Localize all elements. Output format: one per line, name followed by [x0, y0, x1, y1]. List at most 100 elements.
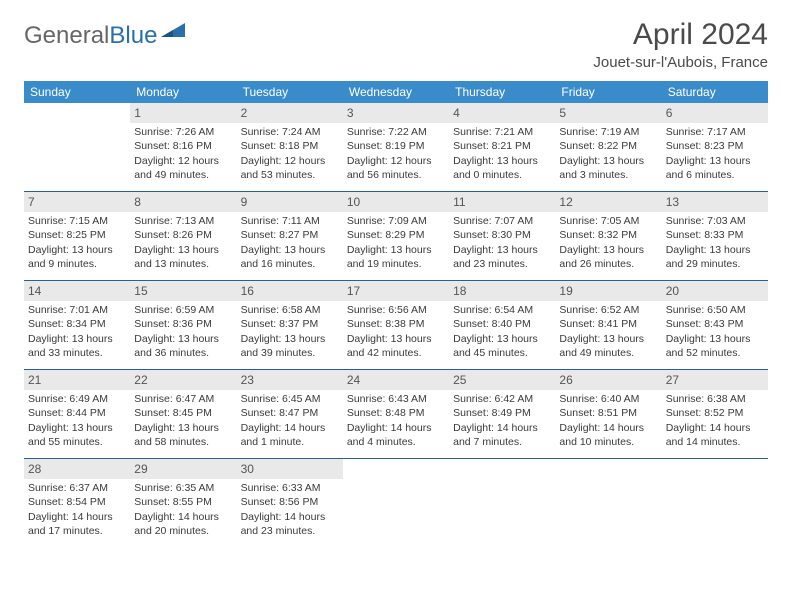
day-body: Sunrise: 6:33 AMSunset: 8:56 PMDaylight:… — [237, 481, 343, 542]
day-number: 24 — [343, 370, 449, 390]
location-label: Jouet-sur-l'Aubois, France — [593, 54, 768, 71]
daylight-text: Daylight: 13 hours and 13 minutes. — [134, 243, 232, 271]
day-number: 9 — [237, 192, 343, 212]
day-cell — [662, 459, 768, 547]
sunrise-text: Sunrise: 6:54 AM — [453, 303, 551, 317]
day-body: Sunrise: 6:40 AMSunset: 8:51 PMDaylight:… — [555, 392, 661, 453]
day-body: Sunrise: 6:35 AMSunset: 8:55 PMDaylight:… — [130, 481, 236, 542]
daylight-text: Daylight: 13 hours and 36 minutes. — [134, 332, 232, 360]
day-body: Sunrise: 6:38 AMSunset: 8:52 PMDaylight:… — [662, 392, 768, 453]
sunrise-text: Sunrise: 6:33 AM — [241, 481, 339, 495]
day-body: Sunrise: 7:09 AMSunset: 8:29 PMDaylight:… — [343, 214, 449, 275]
day-cell: 2Sunrise: 7:24 AMSunset: 8:18 PMDaylight… — [237, 103, 343, 191]
day-number: 29 — [130, 459, 236, 479]
day-body: Sunrise: 6:50 AMSunset: 8:43 PMDaylight:… — [662, 303, 768, 364]
calendar-page: GeneralBlue April 2024 Jouet-sur-l'Auboi… — [0, 0, 792, 559]
sunset-text: Sunset: 8:37 PM — [241, 317, 339, 331]
sunrise-text: Sunrise: 6:37 AM — [28, 481, 126, 495]
day-number: 28 — [24, 459, 130, 479]
day-number: 15 — [130, 281, 236, 301]
day-number: 27 — [662, 370, 768, 390]
daylight-text: Daylight: 13 hours and 42 minutes. — [347, 332, 445, 360]
sunrise-text: Sunrise: 6:35 AM — [134, 481, 232, 495]
day-number: 20 — [662, 281, 768, 301]
daylight-text: Daylight: 12 hours and 53 minutes. — [241, 154, 339, 182]
day-cell: 16 Sunrise: 6:58 AMSunset: 8:37 PMDayligh… — [237, 281, 343, 369]
day-cell: 5Sunrise: 7:19 AMSunset: 8:22 PMDaylight… — [555, 103, 661, 191]
day-body: Sunrise: 7:11 AMSunset: 8:27 PMDaylight:… — [237, 214, 343, 275]
sunset-text: Sunset: 8:52 PM — [666, 406, 764, 420]
day-cell: 23Sunrise: 6:45 AMSunset: 8:47 PMDayligh… — [237, 370, 343, 458]
sunset-text: Sunset: 8:56 PM — [241, 495, 339, 509]
sunrise-text: Sunrise: 7:22 AM — [347, 125, 445, 139]
sunrise-text: Sunrise: 7:24 AM — [241, 125, 339, 139]
day-cell: 15Sunrise: 6:59 AMSunset: 8:36 PMDayligh… — [130, 281, 236, 369]
day-number: 23 — [237, 370, 343, 390]
day-number: 7 — [24, 192, 130, 212]
day-header-thu: Thursday — [449, 81, 555, 103]
day-body: Sunrise: 7:24 AMSunset: 8:18 PMDaylight:… — [237, 125, 343, 186]
day-cell: 20Sunrise: 6:50 AMSunset: 8:43 PMDayligh… — [662, 281, 768, 369]
day-header-sat: Saturday — [662, 81, 768, 103]
sunset-text: Sunset: 8:27 PM — [241, 228, 339, 242]
day-cell: 26Sunrise: 6:40 AMSunset: 8:51 PMDayligh… — [555, 370, 661, 458]
day-number: 19 — [555, 281, 661, 301]
daylight-text: Daylight: 12 hours and 49 minutes. — [134, 154, 232, 182]
logo-triangle-icon — [161, 20, 185, 48]
sunrise-text: Sunrise: 7:17 AM — [666, 125, 764, 139]
daylight-text: Daylight: 13 hours and 26 minutes. — [559, 243, 657, 271]
sunrise-text: Sunrise: 7:03 AM — [666, 214, 764, 228]
sunset-text: Sunset: 8:22 PM — [559, 139, 657, 153]
daylight-text: Daylight: 13 hours and 45 minutes. — [453, 332, 551, 360]
sunset-text: Sunset: 8:48 PM — [347, 406, 445, 420]
day-number: 8 — [130, 192, 236, 212]
sunrise-text: Sunrise: 7:11 AM — [241, 214, 339, 228]
sunset-text: Sunset: 8:55 PM — [134, 495, 232, 509]
daylight-text: Daylight: 14 hours and 7 minutes. — [453, 421, 551, 449]
day-number: 5 — [555, 103, 661, 123]
sunrise-text: Sunrise: 6:43 AM — [347, 392, 445, 406]
day-cell: 28Sunrise: 6:37 AMSunset: 8:54 PMDayligh… — [24, 459, 130, 547]
daylight-text: Daylight: 13 hours and 3 minutes. — [559, 154, 657, 182]
day-body: Sunrise: 6:37 AMSunset: 8:54 PMDaylight:… — [24, 481, 130, 542]
sunset-text: Sunset: 8:16 PM — [134, 139, 232, 153]
day-cell: 1Sunrise: 7:26 AMSunset: 8:16 PMDaylight… — [130, 103, 236, 191]
day-cell: 10Sunrise: 7:09 AMSunset: 8:29 PMDayligh… — [343, 192, 449, 280]
day-cell: 25Sunrise: 6:42 AMSunset: 8:49 PMDayligh… — [449, 370, 555, 458]
daylight-text: Daylight: 13 hours and 39 minutes. — [241, 332, 339, 360]
day-cell: 29Sunrise: 6:35 AMSunset: 8:55 PMDayligh… — [130, 459, 236, 547]
sunset-text: Sunset: 8:25 PM — [28, 228, 126, 242]
day-header-tue: Tuesday — [237, 81, 343, 103]
day-cell: 6Sunrise: 7:17 AMSunset: 8:23 PMDaylight… — [662, 103, 768, 191]
daylight-text: Daylight: 13 hours and 9 minutes. — [28, 243, 126, 271]
day-cell — [24, 103, 130, 191]
day-number: 12 — [555, 192, 661, 212]
sunset-text: Sunset: 8:36 PM — [134, 317, 232, 331]
daylight-text: Daylight: 13 hours and 58 minutes. — [134, 421, 232, 449]
day-cell — [555, 459, 661, 547]
week-row: 7Sunrise: 7:15 AMSunset: 8:25 PMDaylight… — [24, 192, 768, 281]
day-body: Sunrise: 7:17 AMSunset: 8:23 PMDaylight:… — [662, 125, 768, 186]
day-body: Sunrise: 7:15 AMSunset: 8:25 PMDaylight:… — [24, 214, 130, 275]
daylight-text: Daylight: 14 hours and 23 minutes. — [241, 510, 339, 538]
day-cell: 30Sunrise: 6:33 AMSunset: 8:56 PMDayligh… — [237, 459, 343, 547]
daylight-text: Daylight: 13 hours and 0 minutes. — [453, 154, 551, 182]
day-number: 2 — [237, 103, 343, 123]
sunset-text: Sunset: 8:40 PM — [453, 317, 551, 331]
sunset-text: Sunset: 8:18 PM — [241, 139, 339, 153]
sunrise-text: Sunrise: 7:26 AM — [134, 125, 232, 139]
day-number — [662, 459, 768, 477]
sunset-text: Sunset: 8:21 PM — [453, 139, 551, 153]
sunset-text: Sunset: 8:38 PM — [347, 317, 445, 331]
sunrise-text: Sunrise: 6:58 AM — [241, 303, 339, 317]
logo: GeneralBlue — [24, 18, 185, 50]
day-number: 16 — [237, 281, 343, 301]
day-cell: 21Sunrise: 6:49 AMSunset: 8:44 PMDayligh… — [24, 370, 130, 458]
day-number: 11 — [449, 192, 555, 212]
day-number: 10 — [343, 192, 449, 212]
day-number: 17 — [343, 281, 449, 301]
daylight-text: Daylight: 13 hours and 49 minutes. — [559, 332, 657, 360]
daylight-text: Daylight: 13 hours and 19 minutes. — [347, 243, 445, 271]
day-body: Sunrise: 7:13 AMSunset: 8:26 PMDaylight:… — [130, 214, 236, 275]
day-cell: 12Sunrise: 7:05 AMSunset: 8:32 PMDayligh… — [555, 192, 661, 280]
